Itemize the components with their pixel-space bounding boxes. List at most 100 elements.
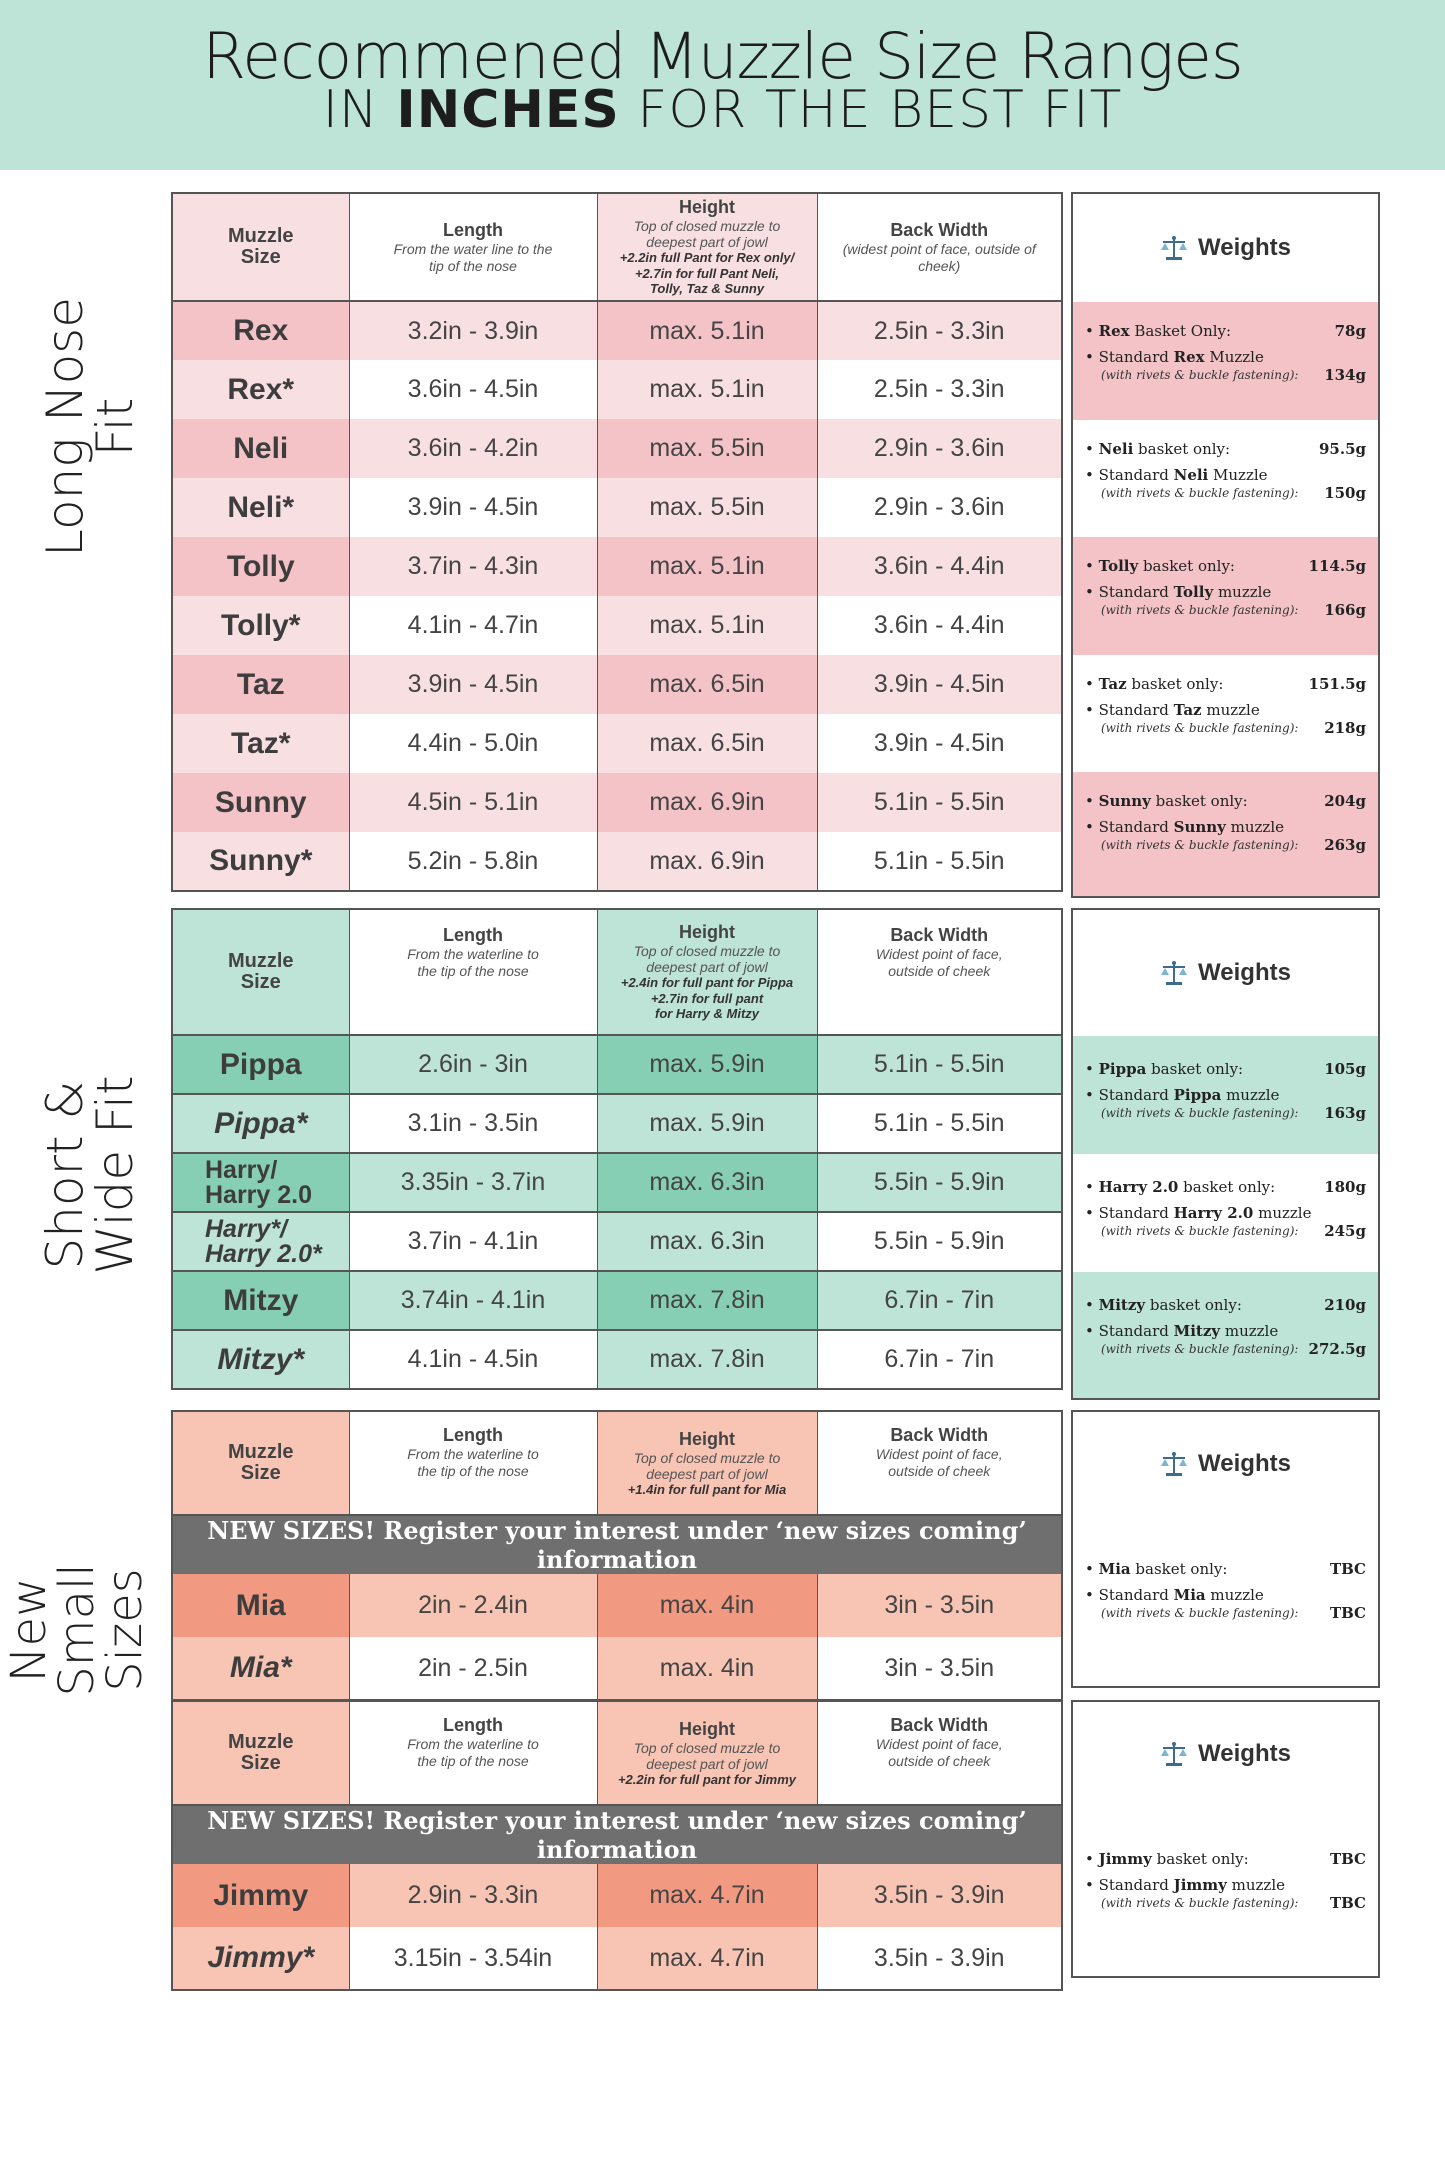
- weights-box-short-wide: Weights • Pippa basket only: 105g • Standar…: [1071, 908, 1380, 1400]
- height-cell: max. 4in: [596, 1637, 818, 1700]
- back-width-cell: 3.6in - 4.4in: [816, 537, 1063, 596]
- jimmy-table: Muzzle Size Length From the waterline to…: [171, 1700, 1063, 1991]
- section-label-short-wide: Short & Wide Fit: [36, 1075, 144, 1275]
- header-back-width: Back Width Widest point of face, outside…: [816, 1701, 1063, 1806]
- back-width-cell: 5.1in - 5.5in: [816, 773, 1063, 832]
- scale-icon: [1160, 1450, 1188, 1478]
- weights-section-tolly: • Tolly basket only: 114.5g • Standard Tol…: [1073, 537, 1378, 655]
- length-cell: 4.1in - 4.7in: [348, 596, 598, 655]
- back-width-cell: 5.1in - 5.5in: [816, 832, 1063, 891]
- table-row: Taz 3.9in - 4.5in max. 6.5in 3.9in - 4.5in: [171, 655, 1063, 714]
- row-name: Pippa: [171, 1035, 350, 1094]
- height-cell: max. 5.1in: [596, 301, 818, 360]
- back-width-cell: 2.9in - 3.6in: [816, 478, 1063, 537]
- back-width-cell: 5.5in - 5.9in: [816, 1153, 1063, 1212]
- back-width-cell: 3.9in - 4.5in: [816, 655, 1063, 714]
- row-name: Jimmy: [171, 1864, 350, 1927]
- length-cell: 3.35in - 3.7in: [348, 1153, 598, 1212]
- weights-section-rex: • Rex Basket Only: 78g • Standard Rex Muzz…: [1073, 302, 1378, 420]
- table-row: Sunny* 5.2in - 5.8in max. 6.9in 5.1in - 5.5…: [171, 832, 1063, 891]
- scale-icon: [1160, 234, 1188, 262]
- row-name: Neli*: [171, 478, 350, 537]
- weights-header: Weights: [1073, 194, 1378, 304]
- height-cell: max. 6.3in: [596, 1153, 818, 1212]
- height-cell: max. 5.9in: [596, 1035, 818, 1094]
- header-muzzle-size: Muzzle Size: [171, 193, 350, 302]
- header-back-width: Back Width Widest point of face, outside…: [816, 909, 1063, 1036]
- back-width-cell: 6.7in - 7in: [816, 1330, 1063, 1389]
- back-width-cell: 3in - 3.5in: [816, 1637, 1063, 1700]
- weights-box-jimmy: Weights • Jimmy basket only: TBC • Standard…: [1071, 1700, 1380, 1978]
- length-cell: 4.5in - 5.1in: [348, 773, 598, 832]
- table-row: Sunny 4.5in - 5.1in max. 6.9in 5.1in - 5.5i…: [171, 773, 1063, 832]
- back-width-cell: 5.5in - 5.9in: [816, 1212, 1063, 1271]
- row-name: Mitzy: [171, 1271, 350, 1330]
- weights-box-mia: Weights • Mia basket only: TBC • Standard M…: [1071, 1410, 1380, 1688]
- table-row: Mia 2in - 2.4in max. 4in 3in - 3.5in: [171, 1574, 1063, 1637]
- length-cell: 2.9in - 3.3in: [348, 1864, 598, 1927]
- new-sizes-banner: NEW SIZES! Register your interest under …: [171, 1515, 1063, 1574]
- mia-table: Muzzle Size Length From the waterline to…: [171, 1410, 1063, 1701]
- back-width-cell: 5.1in - 5.5in: [816, 1094, 1063, 1153]
- row-name: Tolly*: [171, 596, 350, 655]
- weights-header: Weights: [1073, 1702, 1378, 1808]
- weights-section-taz: • Taz basket only: 151.5g • Standard Taz m…: [1073, 655, 1378, 772]
- row-name: Mitzy*: [171, 1330, 350, 1389]
- header-height: Height Top of closed muzzle to deepest p…: [596, 909, 818, 1036]
- height-cell: max. 6.5in: [596, 655, 818, 714]
- header-muzzle-size: Muzzle Size: [171, 1701, 350, 1806]
- header-length: Length From the waterline to the tip of …: [348, 909, 598, 1036]
- new-sizes-banner: NEW SIZES! Register your interest under …: [171, 1805, 1063, 1864]
- row-name: Mia: [171, 1574, 350, 1637]
- scale-icon: [1160, 1740, 1188, 1768]
- length-cell: 3.1in - 3.5in: [348, 1094, 598, 1153]
- back-width-cell: 3in - 3.5in: [816, 1574, 1063, 1637]
- back-width-cell: 2.9in - 3.6in: [816, 419, 1063, 478]
- length-cell: 3.6in - 4.5in: [348, 360, 598, 419]
- page-title: Recommened Muzzle Size Ranges: [202, 20, 1243, 93]
- row-name: Pippa*: [171, 1094, 350, 1153]
- length-cell: 3.7in - 4.1in: [348, 1212, 598, 1271]
- table-row: Mitzy* 4.1in - 4.5in max. 7.8in 6.7in - 7in: [171, 1330, 1063, 1389]
- length-cell: 3.6in - 4.2in: [348, 419, 598, 478]
- header-height: Height Top of closed muzzle to deepest p…: [596, 193, 818, 302]
- height-cell: max. 5.1in: [596, 596, 818, 655]
- table-row: Harry*/Harry 2.0* 3.7in - 4.1in max. 6.3in…: [171, 1212, 1063, 1271]
- header-length: Length From the waterline to the tip of …: [348, 1701, 598, 1806]
- table-row: Neli 3.6in - 4.2in max. 5.5in 2.9in - 3.6in: [171, 419, 1063, 478]
- row-name: Harry/Harry 2.0: [171, 1153, 350, 1212]
- table-row: Neli* 3.9in - 4.5in max. 5.5in 2.9in - 3.6i…: [171, 478, 1063, 537]
- height-cell: max. 5.1in: [596, 537, 818, 596]
- row-name: Jimmy*: [171, 1927, 350, 1990]
- length-cell: 3.2in - 3.9in: [348, 301, 598, 360]
- back-width-cell: 2.5in - 3.3in: [816, 301, 1063, 360]
- table-row: Mitzy 3.74in - 4.1in max. 7.8in 6.7in - 7in: [171, 1271, 1063, 1330]
- back-width-cell: 2.5in - 3.3in: [816, 360, 1063, 419]
- header-back-width: Back Width (widest point of face, outsid…: [816, 193, 1063, 302]
- back-width-cell: 3.5in - 3.9in: [816, 1927, 1063, 1990]
- weights-header: Weights: [1073, 910, 1378, 1038]
- back-width-cell: 5.1in - 5.5in: [816, 1035, 1063, 1094]
- header-length: Length From the waterline to the tip of …: [348, 1411, 598, 1516]
- weights-section-neli: • Neli basket only: 95.5g • Standard Neli …: [1073, 420, 1378, 537]
- weights-section-mia: • Mia basket only: TBC • Standard Mia muzz…: [1073, 1516, 1378, 1686]
- table-row: Taz* 4.4in - 5.0in max. 6.5in 3.9in - 4.5in: [171, 714, 1063, 773]
- weights-section-sunny: • Sunny basket only: 204g • Standard Sunny…: [1073, 772, 1378, 896]
- weights-section-jimmy: • Jimmy basket only: TBC • Standard Jimmy …: [1073, 1806, 1378, 1976]
- length-cell: 4.1in - 4.5in: [348, 1330, 598, 1389]
- header-back-width: Back Width Widest point of face, outside…: [816, 1411, 1063, 1516]
- height-cell: max. 4in: [596, 1574, 818, 1637]
- length-cell: 2in - 2.5in: [348, 1637, 598, 1700]
- height-cell: max. 6.3in: [596, 1212, 818, 1271]
- header-height: Height Top of closed muzzle to deepest p…: [596, 1411, 818, 1516]
- row-name: Neli: [171, 419, 350, 478]
- length-cell: 3.9in - 4.5in: [348, 478, 598, 537]
- length-cell: 2.6in - 3in: [348, 1035, 598, 1094]
- title-banner: Recommened Muzzle Size Ranges IN INCHES …: [0, 0, 1445, 170]
- height-cell: max. 7.8in: [596, 1330, 818, 1389]
- short-wide-table: Muzzle Size Length From the waterline to…: [171, 908, 1063, 1390]
- height-cell: max. 4.7in: [596, 1927, 818, 1990]
- row-name: Sunny: [171, 773, 350, 832]
- back-width-cell: 3.5in - 3.9in: [816, 1864, 1063, 1927]
- back-width-cell: 3.9in - 4.5in: [816, 714, 1063, 773]
